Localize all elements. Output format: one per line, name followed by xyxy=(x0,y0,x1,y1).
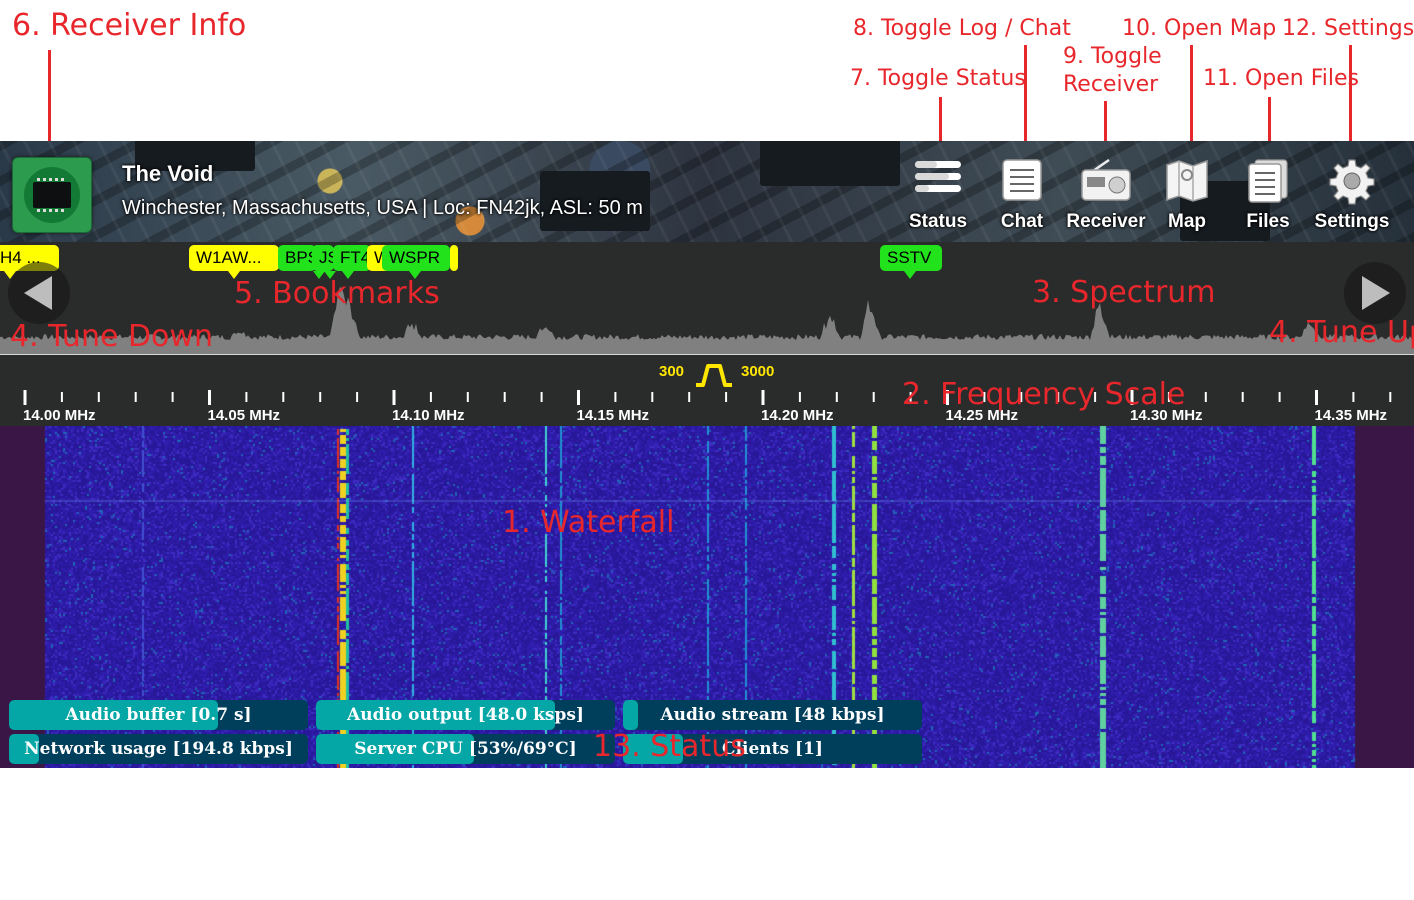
tune-up-button[interactable] xyxy=(1344,262,1406,324)
frequency-ticks xyxy=(23,390,1392,405)
annotation-line-chat xyxy=(1024,45,1027,163)
annotation-tune-down: 4. Tune Down xyxy=(10,319,213,354)
status-meter-label: Network usage [194.8 kbps] xyxy=(24,739,293,759)
annotation-line-status xyxy=(939,97,942,162)
frequency-tick-label: 14.30 MHz xyxy=(1130,407,1203,424)
radio-receiver-icon xyxy=(1079,157,1133,208)
status-meter-label: Clients [1] xyxy=(722,739,823,759)
frequency-tick-label: 14.20 MHz xyxy=(761,407,834,424)
status-meter: Clients [1] xyxy=(623,734,922,764)
map-button-label: Map xyxy=(1168,211,1206,232)
files-button-label: Files xyxy=(1246,211,1290,232)
map-button[interactable]: Map xyxy=(1145,151,1229,239)
bookmark-js8-marker xyxy=(324,271,336,279)
status-bars-icon xyxy=(911,157,965,202)
frequency-tick-label: 14.15 MHz xyxy=(576,407,650,424)
frequency-tick-label: 14.05 MHz xyxy=(207,407,281,424)
status-meter-fill xyxy=(623,734,683,764)
receiver-avatar[interactable] xyxy=(12,157,92,233)
annotation-line-map xyxy=(1190,45,1193,163)
receiver-details[interactable]: Winchester, Massachusetts, USA | Loc: FN… xyxy=(122,197,643,219)
status-meter-fill xyxy=(316,700,555,730)
annotation-line-files xyxy=(1268,97,1271,162)
receiver-name[interactable]: The Void xyxy=(122,161,214,186)
bookmark-sstv[interactable]: SSTV xyxy=(880,245,942,271)
status-meter: Audio output [48.0 ksps] xyxy=(316,700,615,730)
bookmark-h4-marker xyxy=(4,271,16,279)
receiver-header: The Void Winchester, Massachusetts, USA … xyxy=(0,141,1414,242)
status-meter-label: Audio buffer [0.7 s] xyxy=(65,705,252,725)
status-meter: Network usage [194.8 kbps] xyxy=(9,734,308,764)
status-meter-fill xyxy=(9,700,218,730)
status-meter-fill xyxy=(316,734,474,764)
annotation-status: 13. Status xyxy=(593,729,746,764)
receiver-button[interactable]: Receiver xyxy=(1064,151,1148,239)
annotation-toggle-receiver-1: 9. Toggle xyxy=(1063,44,1162,69)
receiver-button-label: Receiver xyxy=(1066,211,1146,232)
settings-button-label: Settings xyxy=(1314,211,1390,232)
bookmark-js8[interactable]: JS8 xyxy=(312,245,334,271)
chat-button[interactable]: Chat xyxy=(980,151,1064,239)
status-button[interactable]: Status xyxy=(896,151,980,239)
annotation-line-receiver xyxy=(1104,101,1107,163)
status-meter: Audio stream [48 kbps] xyxy=(623,700,922,730)
status-meter-label: Audio stream [48 kbps] xyxy=(660,705,885,725)
bookmark-w1aw-marker xyxy=(228,271,240,279)
spectrum-trace xyxy=(0,287,1414,354)
annotation-spectrum: 3. Spectrum xyxy=(1032,275,1216,310)
passband-filter-icon[interactable] xyxy=(694,361,734,387)
status-meter-label: Audio output [48.0 ksps] xyxy=(347,705,584,725)
map-icon xyxy=(1163,157,1211,208)
status-meter: Audio buffer [0.7 s] xyxy=(9,700,308,730)
status-button-label: Status xyxy=(908,211,968,232)
filter-low-label: 300 xyxy=(659,363,685,380)
annotation-toggle-status: 7. Toggle Status xyxy=(850,66,1026,91)
bookmark-sstv-marker xyxy=(904,271,916,279)
bookmark-bpsk[interactable]: BPSK xyxy=(278,245,316,271)
annotation-open-files: 11. Open Files xyxy=(1203,66,1360,91)
status-meter-label: Server CPU [53%/69°C] xyxy=(354,739,577,759)
frequency-tick-label: 14.10 MHz xyxy=(392,407,465,424)
annotation-tune-up: 4. Tune Up xyxy=(1269,315,1414,350)
status-meter: Server CPU [53%/69°C] xyxy=(316,734,615,764)
chip-icon xyxy=(33,178,71,212)
chevron-right-icon xyxy=(1362,276,1390,310)
annotation-settings: 12. Settings xyxy=(1282,16,1414,41)
tune-down-button[interactable] xyxy=(8,262,70,324)
settings-button[interactable]: Settings xyxy=(1310,151,1394,239)
chevron-left-icon xyxy=(24,276,52,310)
bookmark-wspr-marker xyxy=(409,271,421,279)
annotation-toggle-receiver-2: Receiver xyxy=(1063,72,1159,97)
annotation-open-map: 10. Open Map xyxy=(1122,16,1277,41)
annotation-waterfall: 1. Waterfall xyxy=(502,505,675,540)
files-icon xyxy=(1246,157,1290,208)
bookmark-w1aw[interactable]: W1AW... xyxy=(189,245,279,271)
chat-button-label: Chat xyxy=(1000,211,1044,232)
frequency-tick-label: 14.35 MHz xyxy=(1314,407,1388,424)
waterfall[interactable]: 1. Waterfall Audio buffer [0.7 s] Audio o… xyxy=(0,426,1414,768)
spectrum-plot xyxy=(0,287,1414,354)
status-meter-fill xyxy=(9,734,39,764)
gear-icon xyxy=(1328,157,1376,210)
bookmark-edge xyxy=(450,245,458,271)
bookmark-wspr[interactable]: WSPR xyxy=(382,245,450,271)
annotation-frequency-scale: 2. Frequency Scale xyxy=(902,377,1186,412)
annotation-line-settings xyxy=(1349,45,1352,163)
frequency-tick-label: 14.00 MHz xyxy=(23,407,96,424)
frequency-scale[interactable]: 300 3000 14.00 MHz 14.05 MHz 14.10 MHz 14.1… xyxy=(0,354,1414,427)
bookmark-ft4[interactable]: FT4 xyxy=(333,245,371,271)
spectrum-panel[interactable]: H4 ... W1AW... BPSK JS8 FT4 W1 WSPR SSTV… xyxy=(0,242,1414,354)
files-button[interactable]: Files xyxy=(1226,151,1310,239)
bookmark-ft4-marker xyxy=(342,271,354,279)
annotation-line-receiver-info xyxy=(48,50,51,162)
annotation-toggle-log-chat: 8. Toggle Log / Chat xyxy=(853,16,1071,41)
frequency-tick-label: 14.25 MHz xyxy=(945,407,1019,424)
chat-log-icon xyxy=(1000,157,1044,208)
annotation-bookmarks: 5. Bookmarks xyxy=(234,276,440,311)
annotation-receiver-info: 6. Receiver Info xyxy=(12,8,247,43)
bookmark-bpsk-marker xyxy=(313,271,325,279)
filter-high-label: 3000 xyxy=(741,363,775,380)
status-meter-fill xyxy=(623,700,638,730)
